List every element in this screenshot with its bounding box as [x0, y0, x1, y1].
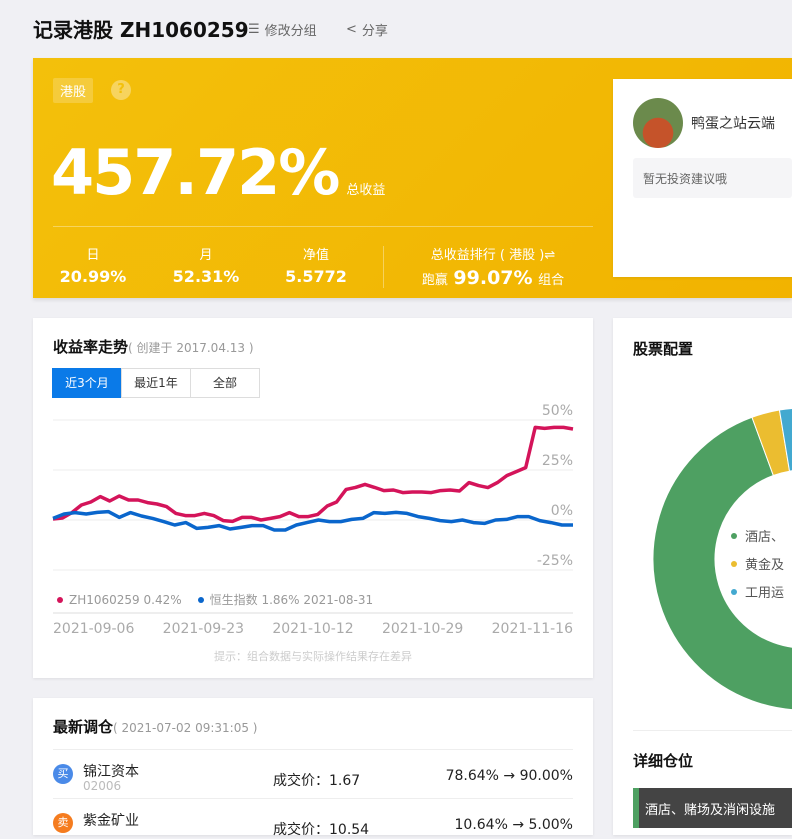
x-tick: 2021-11-16 — [491, 621, 573, 637]
tab-all[interactable]: 全部 — [190, 368, 260, 398]
allocation-donut — [652, 407, 792, 710]
weight-change: 10.64% → 5.00% — [454, 817, 574, 833]
stock-name[interactable]: 紫金矿业 — [83, 813, 139, 829]
trend-card: 收益率走势( 创建于 2017.04.13 ) 近3个月 最近1年 全部 50%… — [33, 318, 593, 678]
donut-slice[interactable] — [652, 408, 792, 710]
stat-value: 5.5772 — [285, 267, 347, 286]
trades-title: 最新调仓 — [53, 718, 114, 736]
share-label: 分享 — [361, 24, 388, 39]
x-tick: 2021-09-06 — [53, 621, 135, 637]
rank-value: 99.07% — [453, 267, 533, 289]
x-tick: 2021-10-29 — [381, 621, 464, 637]
share-icon: < — [346, 22, 357, 37]
share-button[interactable]: < 分享 — [346, 20, 388, 39]
donut-slice[interactable] — [778, 407, 792, 472]
help-icon[interactable]: ? — [111, 80, 131, 100]
divider — [53, 226, 593, 227]
legend-label: 工用运 — [745, 586, 785, 601]
legend-item[interactable]: 工用运 — [731, 582, 784, 601]
legend-portfolio[interactable]: ZH1060259 0.42% — [57, 591, 182, 608]
legend-dot — [731, 560, 737, 567]
total-return-label: 总收益 — [346, 183, 386, 198]
trades-heading: 最新调仓( 2021-07-02 09:31:05 ) — [53, 716, 257, 737]
y-tick: -25% — [537, 553, 573, 569]
x-tick: 2021-09-23 — [162, 621, 245, 637]
donut-legend: 酒店、 黄金及 工用运 — [731, 526, 784, 601]
legend-label: ZH1060259 0.42% — [69, 592, 182, 607]
trades-subtitle: ( 2021-07-02 09:31:05 ) — [113, 721, 258, 735]
total-return: 457.72% — [51, 136, 340, 209]
legend-index[interactable]: 恒生指数 1.86% 2021-08-31 — [197, 591, 374, 608]
portfolio-line — [52, 425, 574, 524]
allocation-title: 股票配置 — [633, 340, 694, 358]
trade-price: 成交价：1.67 — [273, 773, 361, 789]
trend-subtitle: ( 创建于 2017.04.13 ) — [128, 341, 254, 355]
tab-1-year[interactable]: 最近1年 — [121, 368, 191, 398]
trend-title: 收益率走势 — [53, 338, 129, 356]
user-name[interactable]: 鸭蛋之站云端 — [691, 116, 775, 132]
y-tick: 25% — [542, 453, 573, 469]
stat-value: 20.99% — [59, 267, 127, 286]
legend-label: 酒店、 — [745, 530, 785, 545]
weight-change: 78.64% → 90.00% — [445, 768, 573, 784]
stat-label: 日 — [86, 248, 100, 263]
edit-group-button[interactable]: ☰ 修改分组 — [248, 20, 317, 39]
axis-line — [53, 612, 573, 614]
index-line — [52, 509, 573, 532]
x-tick: 2021-10-12 — [272, 621, 354, 637]
stat-label: 月 — [199, 248, 213, 263]
divider — [383, 246, 384, 288]
stat-nav: 净值 5.5772 — [276, 244, 356, 286]
legend-dot — [731, 532, 737, 539]
stock-name[interactable]: 锦江资本 — [83, 764, 139, 780]
stat-label: 净值 — [302, 248, 329, 263]
market-tag: 港股 — [53, 78, 94, 103]
stat-value: 52.31% — [172, 267, 240, 286]
legend-dot — [731, 588, 737, 595]
allocation-card: 股票配置 酒店、 黄金及 工用运 详细仓位 酒店、赌场及消闲设施 — [613, 318, 792, 835]
rank-stat[interactable]: 总收益排行 ( 港股 )⇌ 跑赢 99.07% 组合 — [403, 244, 583, 289]
disclaimer: 提示：组合数据与实际操作结果存在差异 — [214, 650, 412, 663]
stock-code: 02006 — [83, 779, 122, 793]
divider — [633, 730, 792, 731]
legend-label: 黄金及 — [745, 558, 785, 573]
rank-label: 总收益排行 ( 港股 )⇌ — [430, 248, 556, 263]
total-return-block: 457.72% 总收益 — [51, 136, 385, 209]
stat-day: 日 20.99% — [53, 244, 133, 286]
avatar[interactable] — [633, 98, 683, 148]
position-group-header[interactable]: 酒店、赌场及消闲设施 — [633, 788, 792, 828]
positions-title: 详细仓位 — [633, 752, 694, 770]
trade-price: 成交价：10.54 — [273, 822, 370, 838]
return-chart: 50% 25% 0% -25% — [52, 403, 574, 571]
sell-badge: 卖 — [53, 813, 73, 833]
range-tabs: 近3个月 最近1年 全部 — [52, 368, 260, 398]
stat-month: 月 52.31% — [166, 244, 246, 286]
list-icon: ☰ — [248, 22, 260, 37]
rank-prefix: 跑赢 — [421, 273, 448, 288]
trade-row[interactable]: 卖 紫金矿业 成交价：10.54 10.64% → 5.00% — [53, 798, 574, 838]
profile-card: 鸭蛋之站云端 暂无投资建议哦 — [613, 79, 792, 277]
edit-group-label: 修改分组 — [264, 24, 317, 39]
y-tick: 0% — [551, 503, 573, 519]
trade-row[interactable]: 买 锦江资本 02006 成交价：1.67 78.64% → 90.00% — [53, 749, 573, 799]
buy-badge: 买 — [53, 764, 73, 784]
y-tick: 50% — [542, 403, 573, 419]
rank-suffix: 组合 — [538, 273, 565, 288]
legend-label: 恒生指数 1.86% 2021-08-31 — [209, 593, 374, 607]
legend-dot — [57, 596, 63, 603]
x-axis: 2021-09-06 2021-09-23 2021-10-12 2021-10… — [53, 621, 573, 637]
tab-3-months[interactable]: 近3个月 — [52, 368, 122, 398]
trend-heading: 收益率走势( 创建于 2017.04.13 ) — [53, 336, 254, 357]
legend-item[interactable]: 酒店、 — [731, 526, 784, 545]
page-title: 记录港股 ZH1060259 — [33, 18, 249, 42]
chart-legend: ZH1060259 0.42% 恒生指数 1.86% 2021-08-31 — [57, 591, 373, 608]
legend-dot — [197, 596, 204, 603]
latest-trades-card: 最新调仓( 2021-07-02 09:31:05 ) 买 锦江资本 02006… — [33, 698, 593, 838]
advice-text: 暂无投资建议哦 — [633, 158, 792, 198]
legend-item[interactable]: 黄金及 — [731, 554, 784, 573]
